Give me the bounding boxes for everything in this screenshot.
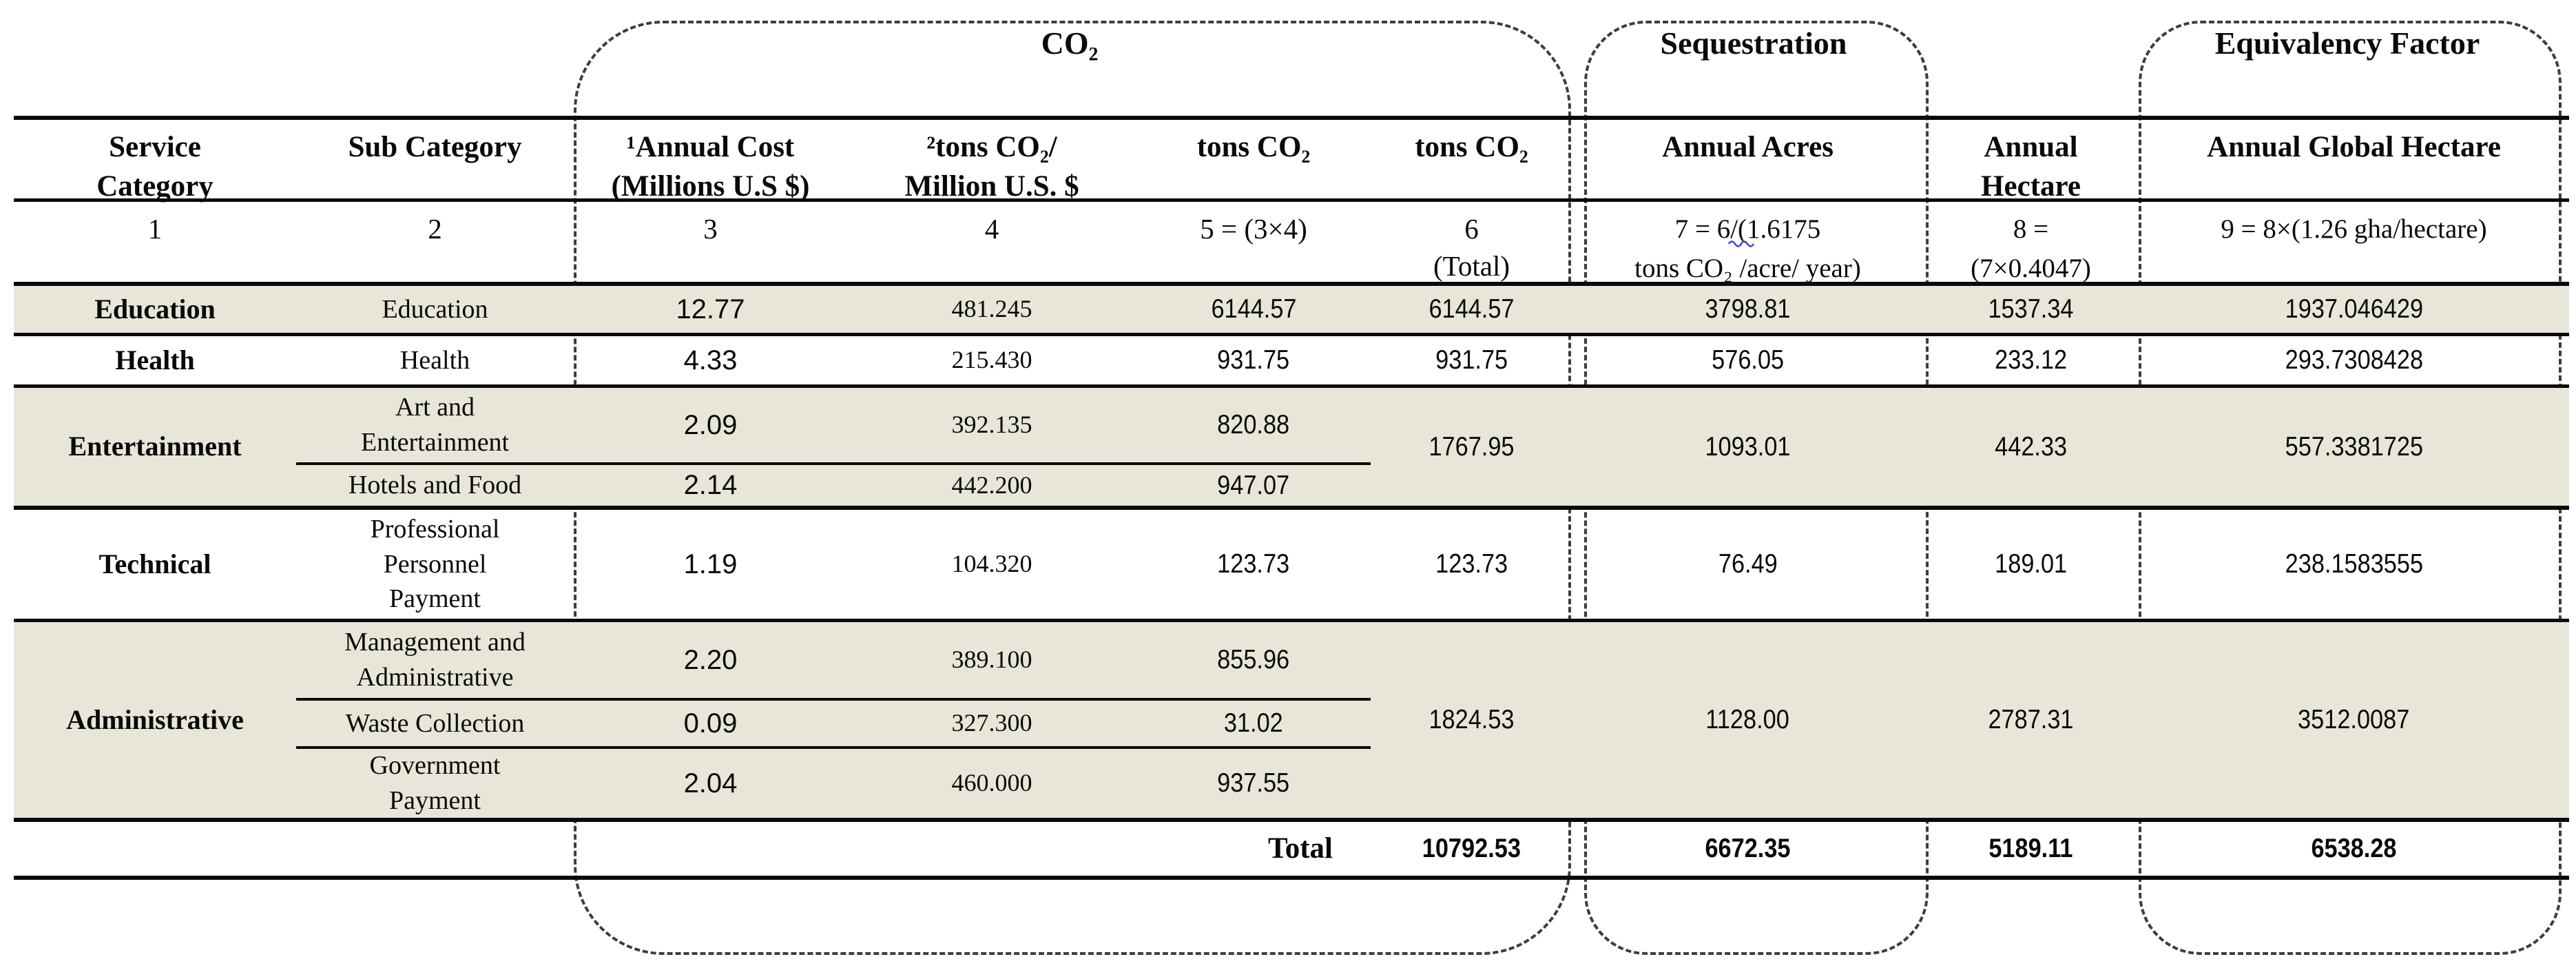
total-annual-hectare: 5189.11 (1923, 822, 2139, 880)
cell-education-sub: Education (296, 286, 574, 336)
header-tons-co2-total: tons CO₂ (1371, 116, 1572, 202)
cell-administrative-global-hectare: 3512.0087 (2139, 622, 2569, 822)
cell-art-annual-cost: 2.09 (574, 388, 847, 465)
colnum-1: 1 (14, 202, 296, 286)
cell-technical-sub: Professional Personnel Payment (296, 510, 574, 622)
cell-health-tons-total: 931.75 (1371, 336, 1572, 388)
cell-technical-tons: 123.73 (1136, 510, 1371, 622)
cell-health-category: Health (14, 336, 296, 388)
cell-technical-annual-cost: 1.19 (574, 510, 847, 622)
cell-education-tons-total: 6144.57 (1371, 286, 1572, 336)
cell-technical-acres: 76.49 (1572, 510, 1923, 622)
header-annual-global-hectare: Annual Global Hectare (2139, 116, 2569, 202)
cell-education-annual-cost: 12.77 (574, 286, 847, 336)
cell-art-tons-per-million: 392.135 (847, 388, 1136, 465)
cell-education-hectare: 1537.34 (1923, 286, 2139, 336)
cell-government-tons: 937.55 (1136, 749, 1371, 822)
colnum-2: 2 (296, 202, 574, 286)
colnum-8-formula: 8 = (7×0.4047) (1923, 202, 2139, 286)
cell-government-sub: Government Payment (296, 749, 574, 822)
cell-management-sub: Management and Administrative (296, 622, 574, 701)
cell-hotels-sub: Hotels and Food (296, 465, 574, 510)
cell-technical-tons-total: 123.73 (1371, 510, 1572, 622)
header-sub-category: Sub Category (296, 116, 574, 202)
total-tons-co2: 10792.53 (1371, 822, 1572, 880)
cell-entertainment-category: Entertainment (14, 388, 296, 510)
cell-health-tons: 931.75 (1136, 336, 1371, 388)
cell-entertainment-hectare: 442.33 (1923, 388, 2139, 510)
colnum-4: 4 (847, 202, 1136, 286)
cell-technical-global-hectare: 238.1583555 (2139, 510, 2569, 622)
cell-management-tons: 855.96 (1136, 622, 1371, 701)
cell-art-tons: 820.88 (1136, 388, 1371, 465)
cell-hotels-tons: 947.07 (1136, 465, 1371, 510)
total-global-hectare: 6538.28 (2139, 822, 2569, 880)
cell-education-category: Education (14, 286, 296, 336)
cell-management-tons-per-million: 389.100 (847, 622, 1136, 701)
cell-hotels-tons-per-million: 442.200 (847, 465, 1136, 510)
cell-education-acres: 3798.81 (1572, 286, 1923, 336)
group-label-sequestration: Sequestration (1660, 25, 1847, 61)
header-service-category: Service Category (14, 116, 296, 203)
header-tons-co2-per-million: ²tons CO₂/ Million U.S. $ (847, 116, 1136, 203)
cell-art-sub: Art and Entertainment (296, 388, 574, 465)
cell-education-tons-per-million: 481.245 (847, 286, 1136, 336)
cell-technical-category: Technical (14, 510, 296, 622)
cell-government-annual-cost: 2.04 (574, 749, 847, 822)
header-annual-hectare: Annual Hectare (1923, 116, 2139, 203)
cell-hotels-annual-cost: 2.14 (574, 465, 847, 510)
cell-health-annual-cost: 4.33 (574, 336, 847, 388)
cell-health-tons-per-million: 215.430 (847, 336, 1136, 388)
colnum-6: 6 (Total) (1371, 202, 1572, 286)
cell-management-annual-cost: 2.20 (574, 622, 847, 701)
cell-waste-annual-cost: 0.09 (574, 701, 847, 749)
cell-entertainment-global-hectare: 557.3381725 (2139, 388, 2569, 510)
cell-health-global-hectare: 293.7308428 (2139, 336, 2569, 388)
cell-waste-tons: 31.02 (1136, 701, 1371, 749)
colnum-5: 5 = (3×4) (1136, 202, 1371, 286)
cell-entertainment-tons-total: 1767.95 (1371, 388, 1572, 510)
colnum-3: 3 (574, 202, 847, 286)
cell-waste-tons-per-million: 327.300 (847, 701, 1136, 749)
cell-administrative-acres: 1128.00 (1572, 622, 1923, 822)
cell-health-acres: 576.05 (1572, 336, 1923, 388)
cell-technical-tons-per-million: 104.320 (847, 510, 1136, 622)
group-label-co2: CO₂ (1041, 25, 1099, 61)
header-annual-acres: Annual Acres (1572, 116, 1923, 202)
cell-administrative-hectare: 2787.31 (1923, 622, 2139, 822)
cell-technical-hectare: 189.01 (1923, 510, 2139, 622)
total-annual-acres: 6672.35 (1572, 822, 1923, 880)
spellcheck-squiggle (1727, 238, 1758, 251)
data-table: Service Category Sub Category ¹Annual Co… (14, 116, 2569, 880)
cell-administrative-category: Administrative (14, 622, 296, 822)
header-annual-cost: ¹Annual Cost (Millions U.S $) (574, 116, 847, 203)
header-tons-co2: tons CO₂ (1136, 116, 1371, 202)
cell-education-global-hectare: 1937.046429 (2139, 286, 2569, 336)
cell-health-hectare: 233.12 (1923, 336, 2139, 388)
cell-education-tons: 6144.57 (1136, 286, 1371, 336)
cell-entertainment-acres: 1093.01 (1572, 388, 1923, 510)
total-label: Total (14, 822, 1371, 880)
colnum-9-formula: 9 = 8×(1.26 gha/hectare) (2139, 202, 2569, 286)
group-label-equivalency: Equivalency Factor (2214, 25, 2480, 61)
cell-government-tons-per-million: 460.000 (847, 749, 1136, 822)
colnum-7-formula: 7 = 6/(1.6175 tons CO₂ /acre/ year) (1572, 202, 1923, 286)
cell-administrative-tons-total: 1824.53 (1371, 622, 1572, 822)
cell-waste-sub: Waste Collection (296, 701, 574, 749)
cell-health-sub: Health (296, 336, 574, 388)
